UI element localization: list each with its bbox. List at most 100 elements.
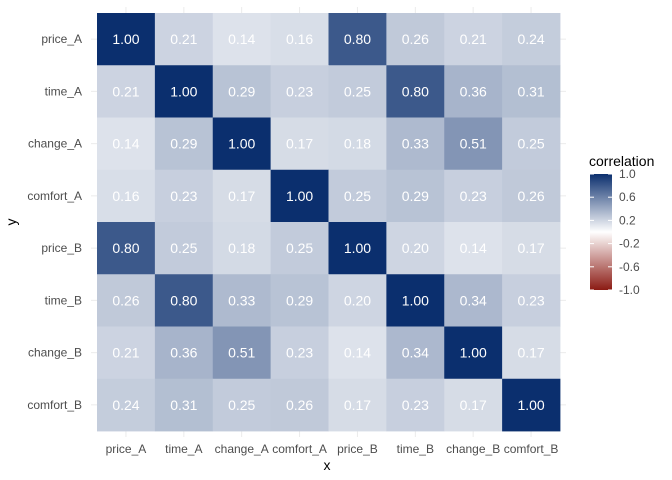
heatmap-cell	[328, 169, 387, 223]
heatmap-cell-label: 0.14	[112, 136, 139, 152]
legend-ticks: 1.0 0.6 0.2 -0.2 -0.6 -1.0	[590, 167, 640, 297]
heatmap-cell	[444, 169, 503, 223]
heatmap-cell-labels: 1.00 0.21 0.14 0.16 0.80 0.26 0.21 0.24 0.21 1.00…	[112, 31, 545, 413]
heatmap-cell	[386, 326, 445, 380]
heatmap-cell	[386, 117, 445, 171]
y-axis-tick-labels: price_A time_A change_A comfort_A price_Btim…	[27, 32, 82, 412]
heatmap-cell-label: 0.24	[112, 397, 139, 413]
x-tick-label: comfort_B	[504, 442, 559, 456]
x-tick-label: comfort_A	[272, 442, 327, 456]
heatmap-cell-label: 0.29	[228, 83, 255, 99]
heatmap-cell-label: 0.31	[517, 83, 544, 99]
heatmap-cell-label: 0.14	[344, 345, 371, 361]
heatmap-cell-label: 0.80	[402, 83, 429, 99]
heatmap-cell	[270, 13, 329, 66]
heatmap-cell-label: 0.33	[402, 136, 429, 152]
legend-tick-label: 1.0	[619, 167, 636, 181]
heatmap-cell-label: 0.80	[344, 31, 371, 47]
heatmap-cell-label: 0.21	[460, 31, 487, 47]
heatmap-cell	[212, 117, 272, 171]
heatmap-cell	[502, 117, 561, 171]
heatmap-cell	[212, 222, 272, 275]
heatmap-cell-label: 1.00	[402, 292, 429, 308]
heatmap-cell	[386, 65, 445, 118]
heatmap-cell	[97, 222, 156, 275]
heatmap-cell	[212, 13, 272, 66]
heatmap-cell-label: 0.29	[170, 136, 197, 152]
heatmap-cell	[97, 117, 156, 171]
heatmap-cell	[444, 117, 503, 171]
heatmap-cell	[154, 378, 214, 432]
heatmap-cell-label: 0.21	[112, 345, 139, 361]
heatmap-cell	[270, 65, 329, 118]
heatmap-cell	[154, 326, 214, 380]
heatmap-cell-label: 0.25	[517, 136, 544, 152]
heatmap-cell-label: 0.23	[286, 345, 313, 361]
heatmap-cell-label: 0.25	[344, 188, 371, 204]
y-tick-label: time_A	[45, 84, 82, 98]
x-tick-label: price_A	[106, 442, 147, 456]
heatmap-cell-label: 0.80	[112, 240, 139, 256]
heatmap-cell	[502, 13, 561, 66]
heatmap-cell	[444, 222, 503, 275]
heatmap-cell	[444, 378, 503, 432]
heatmap-cell	[97, 65, 156, 118]
heatmap-cell	[444, 65, 503, 118]
heatmap-cell	[270, 222, 329, 275]
heatmap-cell-label: 0.34	[460, 292, 487, 308]
heatmap-cell-label: 0.17	[344, 397, 371, 413]
heatmap-cell-label: 0.20	[402, 240, 429, 256]
heatmap-cell-label: 0.51	[460, 136, 487, 152]
heatmap-cell	[212, 169, 272, 223]
legend-tick-label: -0.6	[619, 260, 640, 274]
heatmap-cell-label: 0.25	[170, 240, 197, 256]
heatmap-cell	[97, 326, 156, 380]
heatmap-cell	[154, 65, 214, 118]
y-axis-title: y	[3, 219, 19, 226]
heatmap-cell-label: 0.21	[112, 83, 139, 99]
heatmap-cell-label: 0.17	[460, 397, 487, 413]
y-tick-label: comfort_A	[27, 189, 82, 203]
heatmap-cell-label: 0.34	[402, 345, 429, 361]
heatmap-cell-label: 1.00	[517, 397, 544, 413]
heatmap-cell	[154, 169, 214, 223]
heatmap-cell-label: 0.36	[170, 345, 197, 361]
heatmap-cell	[502, 274, 561, 327]
heatmap-cell-label: 1.00	[228, 136, 255, 152]
heatmap-cell	[444, 274, 503, 327]
heatmap-cell	[328, 378, 387, 432]
heatmap-cell-label: 0.14	[460, 240, 487, 256]
heatmap-cell-label: 0.18	[344, 136, 371, 152]
legend-tick-label: -1.0	[619, 283, 640, 297]
legend-tick-label: 0.6	[619, 190, 636, 204]
heatmap-cell-label: 0.33	[228, 292, 255, 308]
heatmap-cell	[444, 13, 503, 66]
heatmap-cell	[270, 169, 329, 223]
heatmap-cell	[502, 169, 561, 223]
heatmap-cells	[97, 13, 561, 432]
heatmap-cell	[386, 222, 445, 275]
heatmap-cell-label: 0.20	[344, 292, 371, 308]
heatmap-cell-label: 0.23	[517, 292, 544, 308]
heatmap-cell-label: 0.24	[517, 31, 544, 47]
heatmap-cell	[386, 13, 445, 66]
heatmap-cell-label: 0.17	[286, 136, 313, 152]
y-tick-label: time_B	[45, 293, 82, 307]
heatmap-cell-label: 0.17	[517, 345, 544, 361]
heatmap-cell	[328, 13, 387, 66]
heatmap-cell-label: 0.16	[286, 31, 313, 47]
heatmap-cell-label: 0.23	[402, 397, 429, 413]
heatmap-cell	[444, 326, 503, 380]
heatmap-cell	[270, 274, 329, 327]
heatmap-cell	[386, 378, 445, 432]
heatmap-cell-label: 1.00	[344, 240, 371, 256]
legend-tick-label: -0.2	[619, 237, 640, 251]
heatmap-cell	[270, 378, 329, 432]
heatmap-cell-label: 0.36	[460, 83, 487, 99]
x-axis-tick-labels: price_A time_A change_A comfort_A price_B tim…	[106, 442, 559, 456]
heatmap-cell	[212, 274, 272, 327]
heatmap-cell-label: 1.00	[460, 345, 487, 361]
heatmap-cell-label: 0.14	[228, 31, 255, 47]
heatmap-cell	[328, 274, 387, 327]
